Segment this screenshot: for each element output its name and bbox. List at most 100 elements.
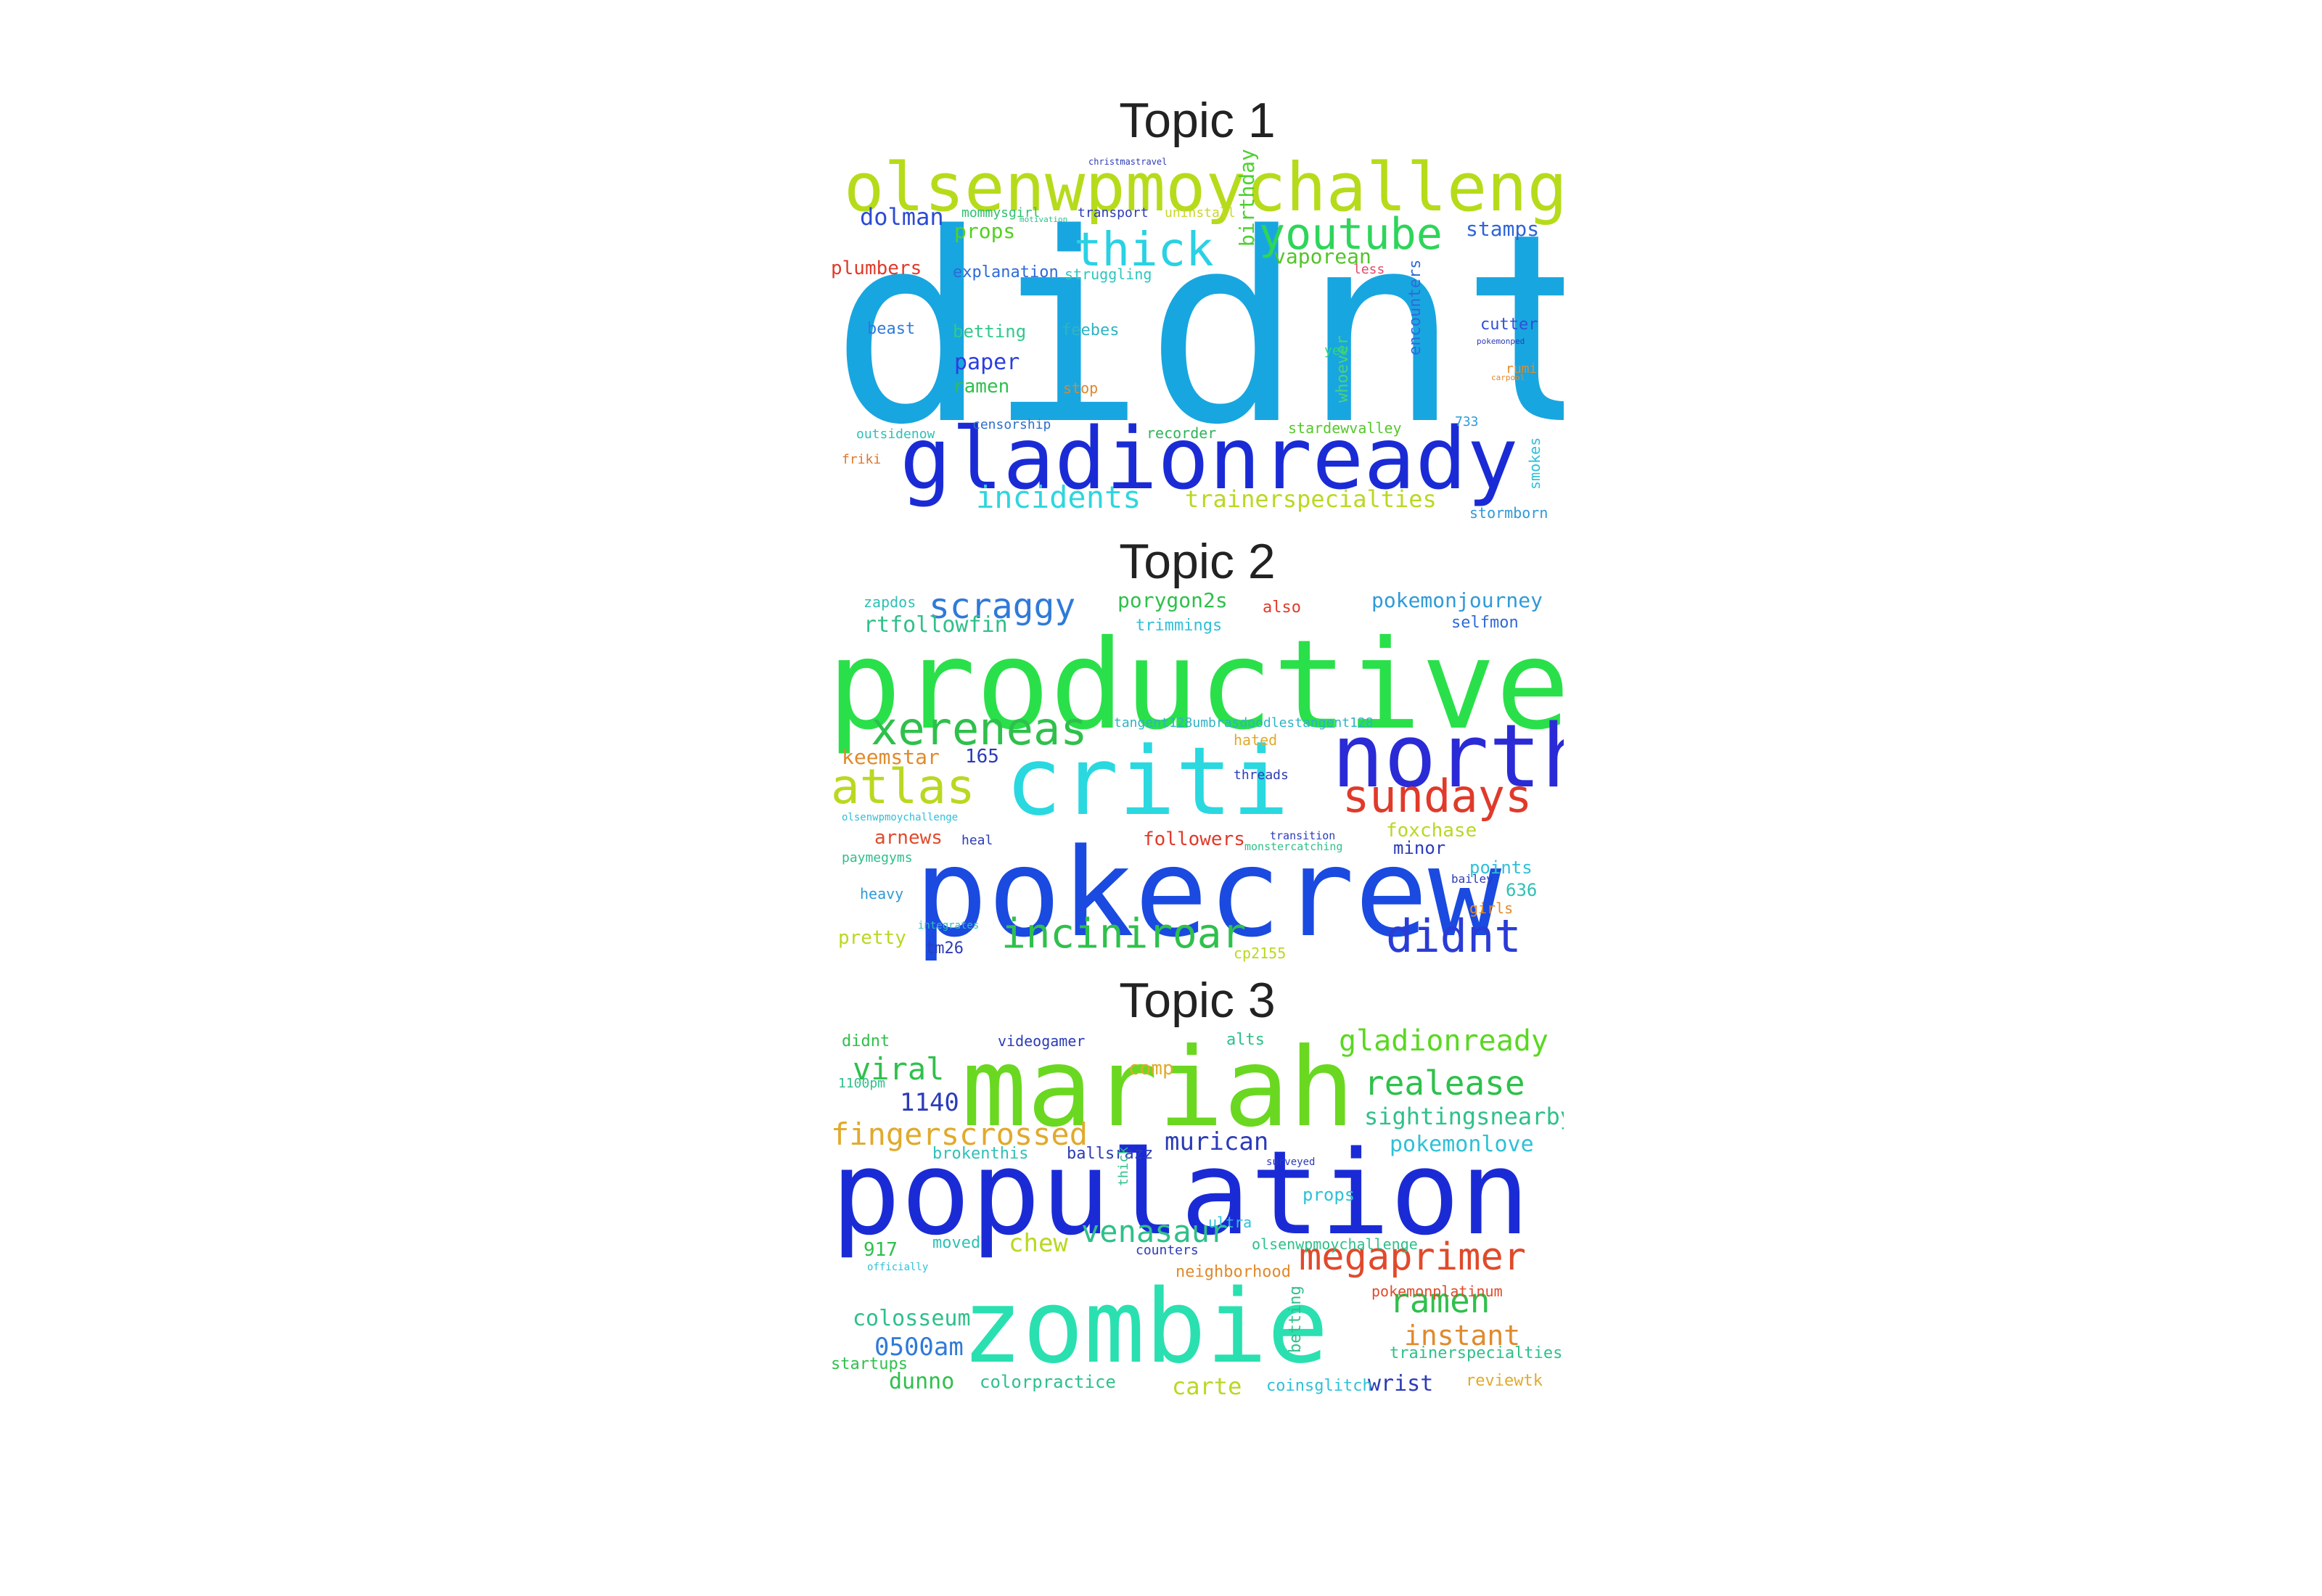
topic-2-word-cloud: productive criti north pokecrew xereneas…	[831, 589, 1564, 966]
topic-2-title: Topic 2	[1119, 534, 1276, 589]
cloud-word: tm26	[925, 939, 964, 958]
cloud-word: olsenwpmoychallenge	[1252, 1235, 1418, 1253]
cloud-word: props	[954, 219, 1016, 243]
cloud-word: pokemonplatinum	[1371, 1283, 1503, 1300]
cloud-word: productive	[831, 614, 1564, 757]
cloud-word: stamps	[1466, 217, 1540, 241]
cloud-word: tangent128umbrasdoodlestangent128	[1114, 715, 1374, 731]
cloud-word: olsenwpmoychallenge	[844, 149, 1564, 226]
cloud-word: counters	[1136, 1243, 1199, 1258]
cloud-word: motivation	[1020, 215, 1068, 224]
cloud-word: chew	[1009, 1229, 1068, 1258]
cloud-word: north	[1332, 707, 1564, 807]
cloud-word: cp2155	[1234, 945, 1287, 962]
cloud-word: pokemonlove	[1390, 1132, 1534, 1157]
cloud-word: transition	[1270, 829, 1336, 842]
cloud-word: carte	[1172, 1373, 1242, 1400]
cloud-word: minor	[1393, 838, 1446, 858]
cloud-word: integrates	[918, 920, 980, 931]
cloud-word: pokemonped	[1477, 337, 1525, 346]
cloud-word: explanation	[953, 263, 1059, 281]
cloud-word: colorpractice	[980, 1372, 1116, 1392]
cloud-word: population	[831, 1125, 1530, 1261]
cloud-word: pretty	[838, 927, 906, 949]
cloud-word: bailey	[1451, 872, 1493, 886]
cloud-word: threads	[1234, 768, 1289, 783]
cloud-word: mommysgirl	[961, 205, 1041, 221]
cloud-word: trainerspecialties	[1185, 485, 1437, 513]
cloud-word: foxchase	[1386, 820, 1477, 842]
cloud-word: cutter	[1480, 316, 1538, 334]
cloud-word: neighborhood	[1176, 1263, 1291, 1281]
cloud-word: 1100pm	[838, 1076, 886, 1091]
cloud-word: followers	[1143, 828, 1245, 850]
topic-1-title: Topic 1	[1119, 93, 1276, 148]
cloud-word: pokecrew	[914, 822, 1502, 964]
cloud-word: olsenwpmoychallenge	[842, 812, 959, 823]
cloud-word: ballsrazz	[1067, 1145, 1154, 1163]
cloud-word: yee	[1324, 343, 1348, 358]
cloud-word: betting	[1287, 1286, 1305, 1353]
cloud-word: birthdaygirl	[1235, 149, 1259, 247]
cloud-word: vaporean	[1273, 244, 1371, 268]
cloud-word: 1140	[900, 1088, 959, 1117]
cloud-word: rtfollowfin	[863, 612, 1008, 638]
cloud-word: selfmon	[1451, 614, 1519, 632]
cloud-word: venasaur	[1081, 1214, 1228, 1249]
cloud-word: transport	[1078, 205, 1149, 221]
cloud-word: comp	[1128, 1058, 1174, 1079]
cloud-word: struggling	[1064, 266, 1152, 283]
cloud-word: zapdos	[863, 593, 916, 611]
cloud-word: youtube	[1259, 209, 1443, 260]
cloud-word: inciniroar	[1001, 910, 1247, 958]
cloud-word: 636	[1506, 880, 1538, 900]
cloud-word: coinsglitch	[1266, 1377, 1372, 1395]
cloud-word: videogamer	[998, 1032, 1086, 1050]
cloud-word: gladionready	[900, 408, 1519, 509]
cloud-word: beast	[867, 320, 916, 338]
cloud-word: friki	[842, 452, 882, 467]
cloud-word: betting	[953, 321, 1027, 342]
cloud-word: uninstall	[1165, 205, 1236, 221]
cloud-word: murican	[1165, 1127, 1269, 1156]
cloud-word: christmastravel	[1088, 157, 1168, 167]
cloud-word: wrist	[1368, 1371, 1434, 1396]
cloud-word: sundays	[1342, 770, 1533, 823]
cloud-word: incidents	[976, 480, 1141, 515]
cloud-word: megaprimer	[1299, 1235, 1527, 1279]
cloud-word: sightingsnearby	[1364, 1103, 1564, 1130]
cloud-word: heavy	[860, 885, 904, 902]
cloud-word: surveyed	[1266, 1156, 1316, 1168]
cloud-word: atlas	[831, 759, 975, 815]
cloud-word: didnt	[842, 1032, 890, 1050]
cloud-word: ultra	[1208, 1214, 1252, 1231]
cloud-word: didnt	[1386, 910, 1522, 963]
cloud-word: mariah	[961, 1027, 1355, 1151]
cloud-word: porygon2s	[1117, 589, 1228, 612]
cloud-word: rumi	[1506, 361, 1538, 377]
cloud-word: alts	[1226, 1031, 1265, 1049]
cloud-word: encounters	[1406, 259, 1424, 355]
cloud-word: props	[1302, 1185, 1355, 1205]
cloud-word: moved	[932, 1234, 981, 1252]
cloud-word: criti	[1005, 726, 1289, 836]
cloud-word: officially	[867, 1262, 929, 1273]
cloud-word: colosseum	[853, 1306, 971, 1331]
cloud-word: heal	[961, 833, 993, 848]
cloud-word: trainerspecialties	[1390, 1344, 1563, 1362]
cloud-word: outsidenow	[856, 427, 935, 442]
cloud-word: smokes	[1526, 437, 1543, 490]
cloud-word: hated	[1234, 731, 1278, 749]
cloud-word: plumbers	[831, 258, 922, 279]
topic-1-word-cloud: didnt olsenwpmoychallenge gladionready y…	[831, 149, 1564, 526]
cloud-word: reviewtk	[1466, 1372, 1543, 1390]
cloud-word: carpool	[1491, 373, 1525, 382]
cloud-word: thick	[1116, 1146, 1131, 1186]
cloud-word: gladionready	[1339, 1027, 1548, 1058]
cloud-word: feebes	[1062, 321, 1120, 340]
cloud-word: keemstar	[842, 745, 940, 769]
cloud-word: recorder	[1146, 424, 1217, 442]
cloud-word: stardewvalley	[1288, 419, 1402, 437]
cloud-word: dunno	[889, 1369, 955, 1394]
cloud-word: paper	[954, 350, 1020, 375]
